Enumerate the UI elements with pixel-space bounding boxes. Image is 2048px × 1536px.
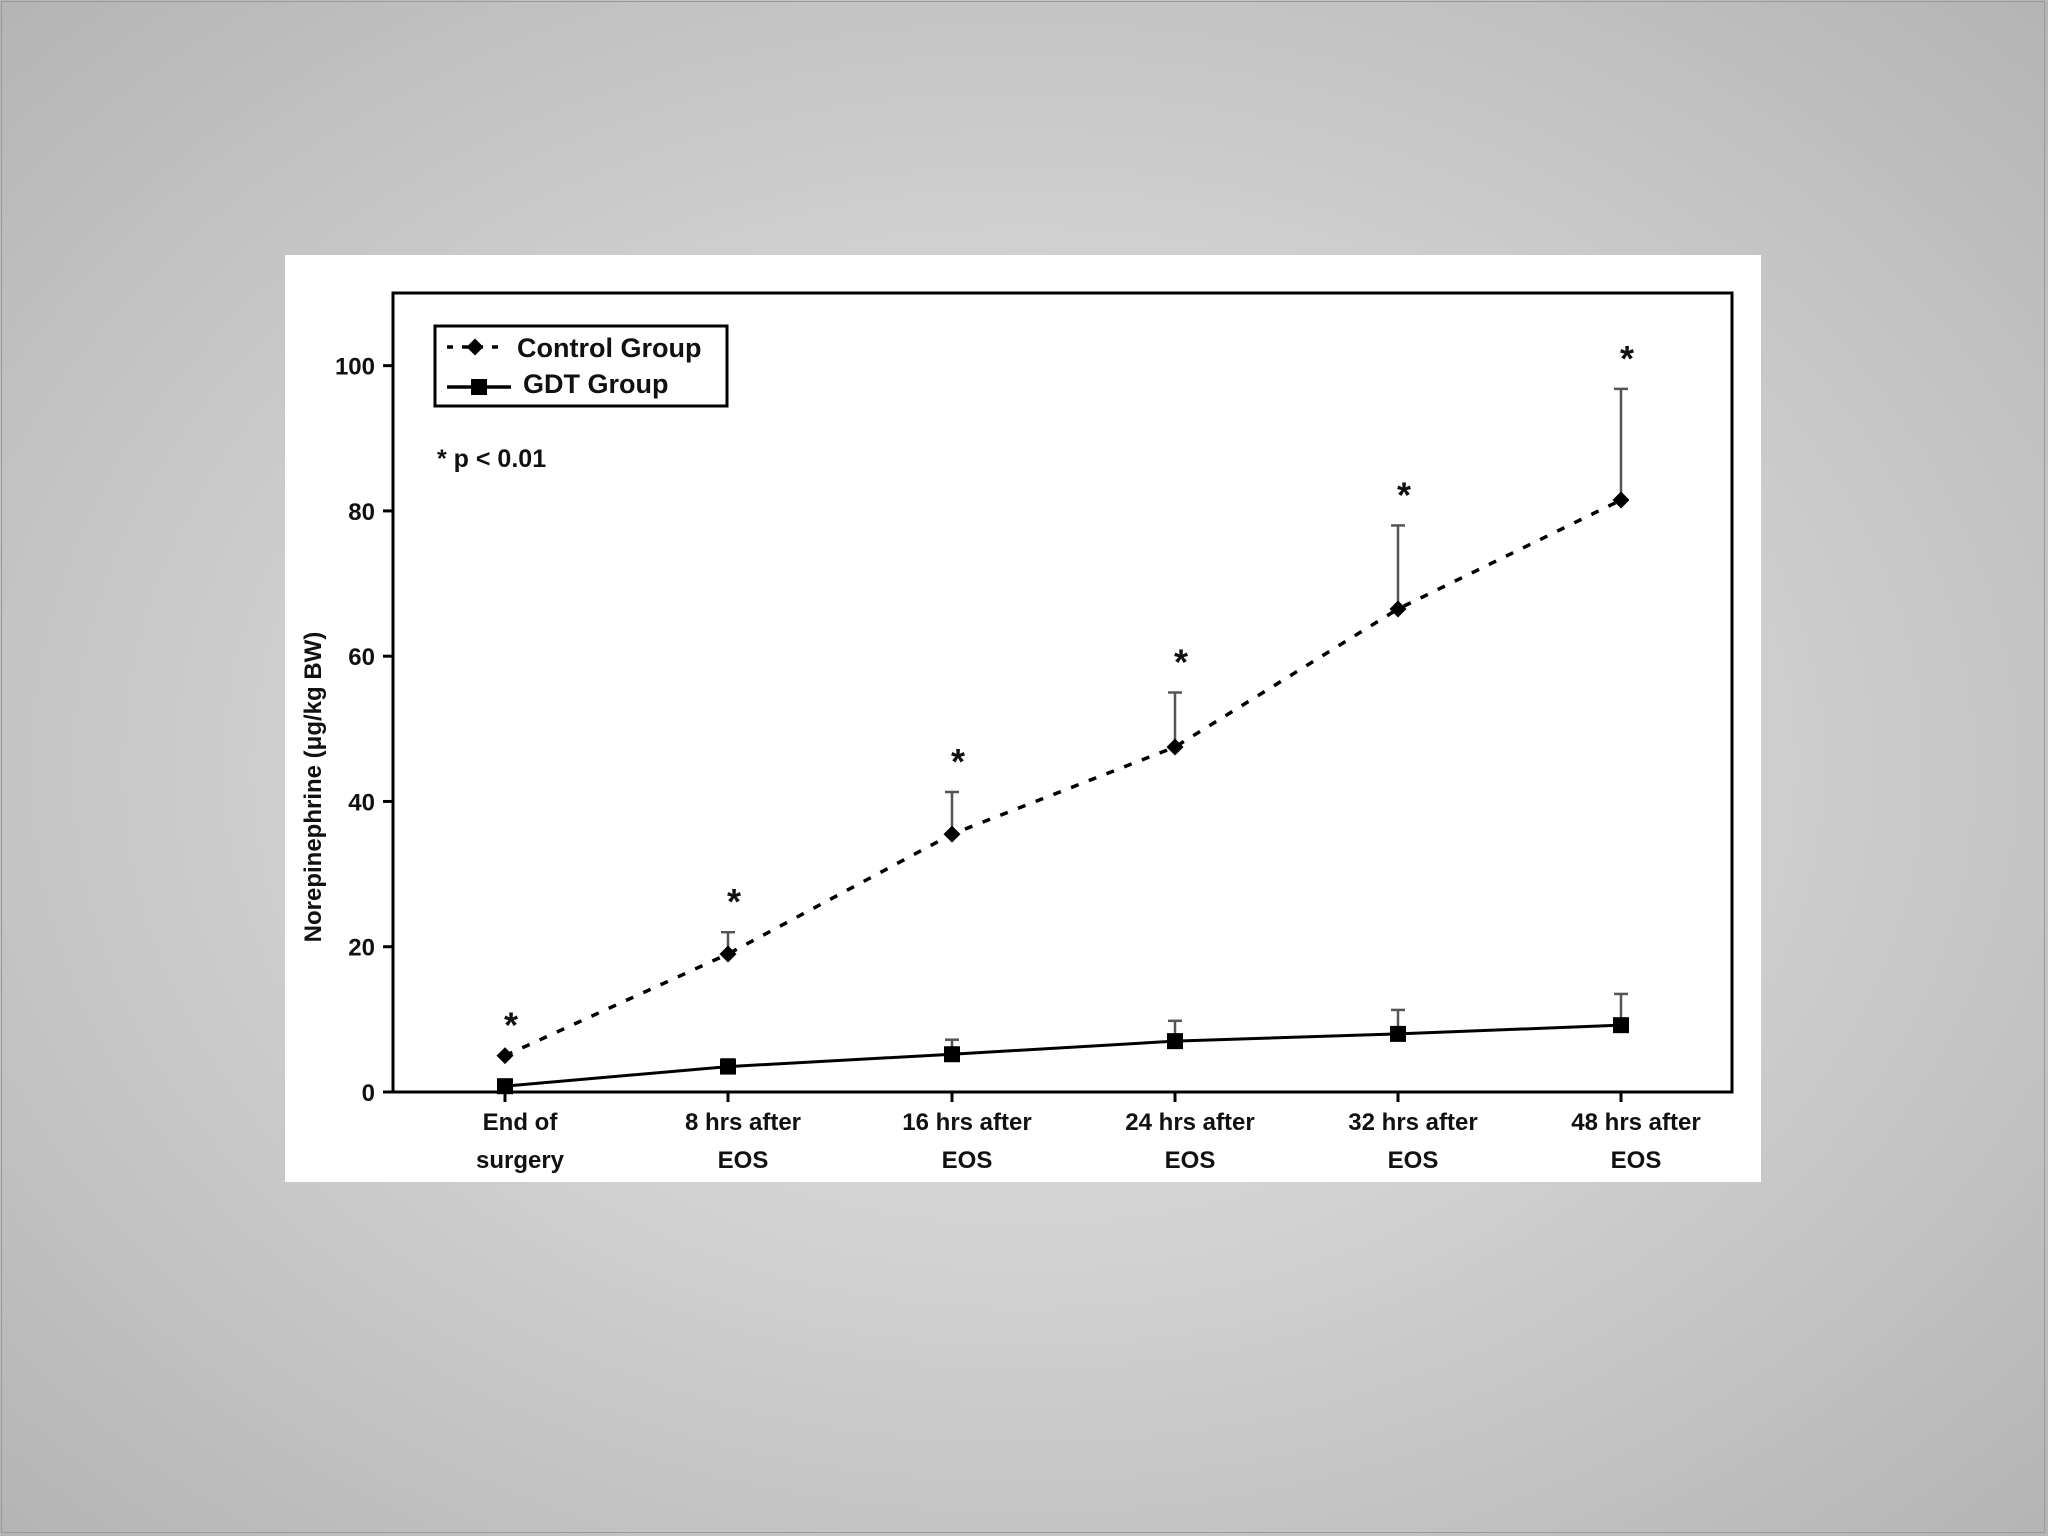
point-control	[1389, 600, 1407, 618]
x-tick-label: End of	[483, 1109, 559, 1136]
legend: Control Group GDT Group	[433, 324, 729, 408]
point-control	[496, 1047, 514, 1065]
point-control	[1166, 738, 1184, 756]
point-control	[1612, 491, 1630, 509]
x-tick-label: 8 hrs after	[685, 1109, 801, 1136]
x-tick-label: 32 hrs after	[1348, 1109, 1477, 1136]
legend-label-gdt: GDT Group	[523, 369, 668, 399]
significance-star: *	[1174, 642, 1188, 683]
point-control	[943, 825, 961, 843]
line-chart: 0 20 40 60 80 100 End of surgery 8 hrs after EOS 1…	[300, 291, 1734, 1174]
series-lines	[504, 498, 1622, 1088]
significance-note: * p < 0.01	[437, 445, 546, 473]
point-gdt	[1167, 1033, 1183, 1050]
significance-star: *	[727, 881, 741, 922]
x-tick-label: EOS	[1611, 1147, 1662, 1174]
legend-label-control: Control Group	[517, 333, 701, 363]
point-gdt	[1390, 1025, 1406, 1042]
series-line-control	[504, 498, 1622, 1058]
significance-star: *	[1397, 474, 1411, 515]
y-tick-label: 0	[362, 1080, 375, 1107]
significance-star: *	[1620, 338, 1634, 379]
legend-box	[433, 324, 729, 408]
x-tick-label: 48 hrs after	[1571, 1109, 1700, 1136]
legend-marker-gdt	[471, 379, 487, 395]
point-control	[719, 945, 737, 963]
significance-star: *	[951, 741, 965, 782]
x-tick-label: EOS	[718, 1147, 769, 1174]
figure-panel: 0 20 40 60 80 100 End of surgery 8 hrs after EOS 1…	[285, 255, 1761, 1182]
y-tick-label: 80	[348, 499, 375, 526]
x-tick-label: EOS	[1165, 1147, 1216, 1174]
y-axis-label: Norepinephrine (μg/kg BW)	[300, 632, 327, 943]
point-gdt	[1613, 1017, 1629, 1034]
point-gdt	[720, 1058, 736, 1075]
significance-star: *	[504, 1005, 518, 1046]
x-tick-label: surgery	[476, 1147, 565, 1174]
point-gdt	[497, 1078, 513, 1095]
series-line-gdt	[504, 1023, 1622, 1088]
x-tick-label: EOS	[942, 1147, 993, 1174]
error-bars	[721, 387, 1628, 1067]
y-tick-label: 60	[348, 644, 375, 671]
significance-stars: * * * * * *	[504, 338, 1634, 1046]
x-tick-label: EOS	[1388, 1147, 1439, 1174]
axes: 0 20 40 60 80 100 End of surgery 8 hrs after EOS 1…	[335, 291, 1734, 1174]
x-tick-label: 16 hrs after	[902, 1109, 1031, 1136]
data-markers	[496, 491, 1630, 1095]
point-gdt	[944, 1046, 960, 1063]
plot-frame	[391, 291, 1734, 1094]
y-tick-label: 100	[335, 354, 375, 381]
y-tick-label: 20	[348, 935, 375, 962]
y-tick-label: 40	[348, 789, 375, 816]
x-tick-label: 24 hrs after	[1125, 1109, 1254, 1136]
